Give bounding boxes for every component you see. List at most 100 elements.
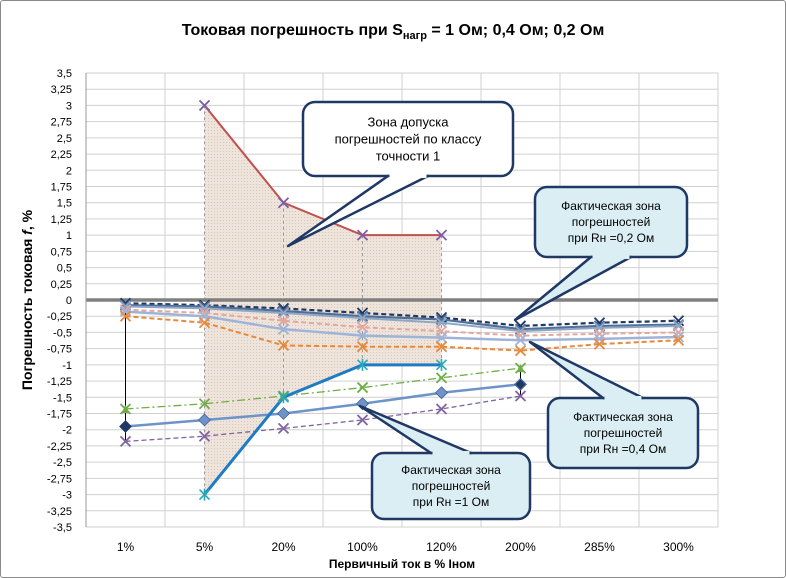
y-tick-label: 1 (66, 230, 72, 242)
y-tick-label: -2,75 (47, 473, 72, 485)
y-tick-label: -2 (62, 425, 72, 437)
y-tick-label: -3 (62, 490, 72, 502)
series-point (672, 334, 685, 346)
callout-r02-text: Фактическая зона (561, 199, 661, 213)
series-point (593, 338, 606, 350)
tolerance-lower-point (198, 488, 211, 501)
y-tick-label: 3,25 (51, 84, 72, 96)
series-point (356, 381, 369, 394)
series-point (435, 403, 448, 415)
series-point (356, 310, 369, 322)
y-tick-label: -2,25 (47, 441, 72, 453)
y-tick-label: -3,5 (53, 522, 72, 534)
y-tick-label: 0,5 (57, 263, 72, 275)
chart-title-main: Токовая погрешность при S (181, 22, 403, 39)
x-tick-label: 100% (347, 540, 378, 554)
series-point (277, 339, 290, 352)
callout-r04-text: погрешностей (584, 426, 663, 440)
x-axis-label: Первичный ток в % Iном (329, 557, 475, 571)
series-point (119, 306, 132, 318)
x-tick-label: 300% (663, 540, 694, 554)
series-point (277, 407, 290, 420)
y-tick-label: -3,25 (47, 506, 72, 518)
series-point (435, 372, 448, 384)
y-tick-label: 1,5 (57, 198, 72, 210)
y-tick-label: -1,5 (53, 392, 72, 404)
callout-r1-text: при Rн =1 Ом (413, 495, 489, 509)
series-line-0.4-4 (125, 310, 679, 342)
tolerance-lower-line (203, 363, 442, 496)
series-point (514, 334, 527, 346)
y-tick-label: 0 (66, 295, 72, 307)
tolerance-upper-point (356, 229, 369, 241)
y-tick-label: 2 (66, 165, 72, 177)
x-tick-label: 285% (584, 540, 615, 554)
callout-tolerance-zone-text: погрешностей по классу (335, 131, 482, 146)
series-point (277, 323, 290, 335)
y-tick-label: -0,5 (53, 327, 72, 339)
chart-title-rest: = 1 Ом; 0,4 Ом; 0,2 Ом (426, 22, 605, 39)
x-tick-label: 20% (271, 540, 295, 554)
tolerance-lower-point (356, 358, 369, 371)
series-line-1-8 (125, 395, 521, 443)
series-point (198, 317, 211, 329)
series-point (198, 430, 211, 442)
y-tick-label: 1,75 (51, 182, 72, 194)
series-point (593, 328, 606, 340)
series-point (198, 398, 211, 410)
series-point (435, 331, 448, 344)
chart-title-sub: нагр (402, 30, 427, 43)
callout-r1-text: погрешностей (412, 479, 491, 493)
y-tick-label: 3,5 (57, 68, 72, 80)
series-point (356, 414, 369, 426)
series-point (119, 310, 132, 322)
series-point (356, 341, 369, 353)
series-endpoint-marker (121, 404, 130, 413)
series-line-0.4-5 (125, 315, 679, 352)
series-point (119, 435, 132, 448)
callout-r04-pointer (528, 340, 645, 400)
series-point (277, 315, 290, 327)
series-point (593, 333, 606, 345)
series-point (356, 312, 369, 324)
series-line-0.2-0 (125, 302, 679, 328)
series-endpoint-marker (516, 364, 525, 373)
callout-r02-pointer (513, 255, 633, 322)
series-point (435, 317, 448, 329)
series-point (277, 422, 290, 435)
y-tick-label: -0,75 (47, 344, 72, 356)
tolerance-upper-point (198, 99, 211, 112)
callout-r02-text: погрешностей (572, 215, 651, 229)
series-point (356, 321, 369, 333)
series-line-1-6 (125, 367, 521, 410)
y-tick-label: 2,75 (51, 117, 72, 129)
y-tick-label: 1,25 (51, 214, 72, 226)
x-tick-label: 200% (505, 540, 536, 554)
callout-r04-text: при Rн =0,4 Ом (580, 442, 666, 456)
series-point (514, 344, 527, 357)
y-tick-label: 2,5 (57, 133, 72, 145)
x-tick-label: 120% (426, 540, 457, 554)
tolerance-lower-point (277, 391, 290, 404)
y-tick-label: 0,75 (51, 246, 72, 258)
tolerance-lower-point (435, 358, 448, 371)
callout-r04-text: Фактическая зона (573, 410, 673, 424)
chart-title: Токовая погрешность при Sнагр = 1 Ом; 0,… (0, 22, 786, 42)
series-line-1-7 (125, 383, 521, 428)
y-tick-label: -1,25 (47, 376, 72, 388)
y-tick-label: -1,75 (47, 409, 72, 421)
series-line-0.2-1 (125, 304, 679, 331)
tolerance-upper-point (277, 197, 290, 209)
y-tick-label: -1 (62, 360, 72, 372)
y-tick-label: -2,5 (53, 457, 72, 469)
y-axis-label: Погрешность токовая f, % (19, 209, 35, 390)
series-point (198, 413, 211, 427)
series-point (514, 390, 527, 402)
callout-r02-text: при Rн =0,2 Ом (568, 231, 654, 245)
x-tick-label: 5% (196, 540, 214, 554)
callout-tolerance-zone-text: точности 1 (376, 148, 441, 163)
callout-tolerance-zone-text: Зона допуска (367, 114, 449, 129)
series-point (514, 325, 527, 337)
series-line-0.2-2 (125, 305, 679, 333)
